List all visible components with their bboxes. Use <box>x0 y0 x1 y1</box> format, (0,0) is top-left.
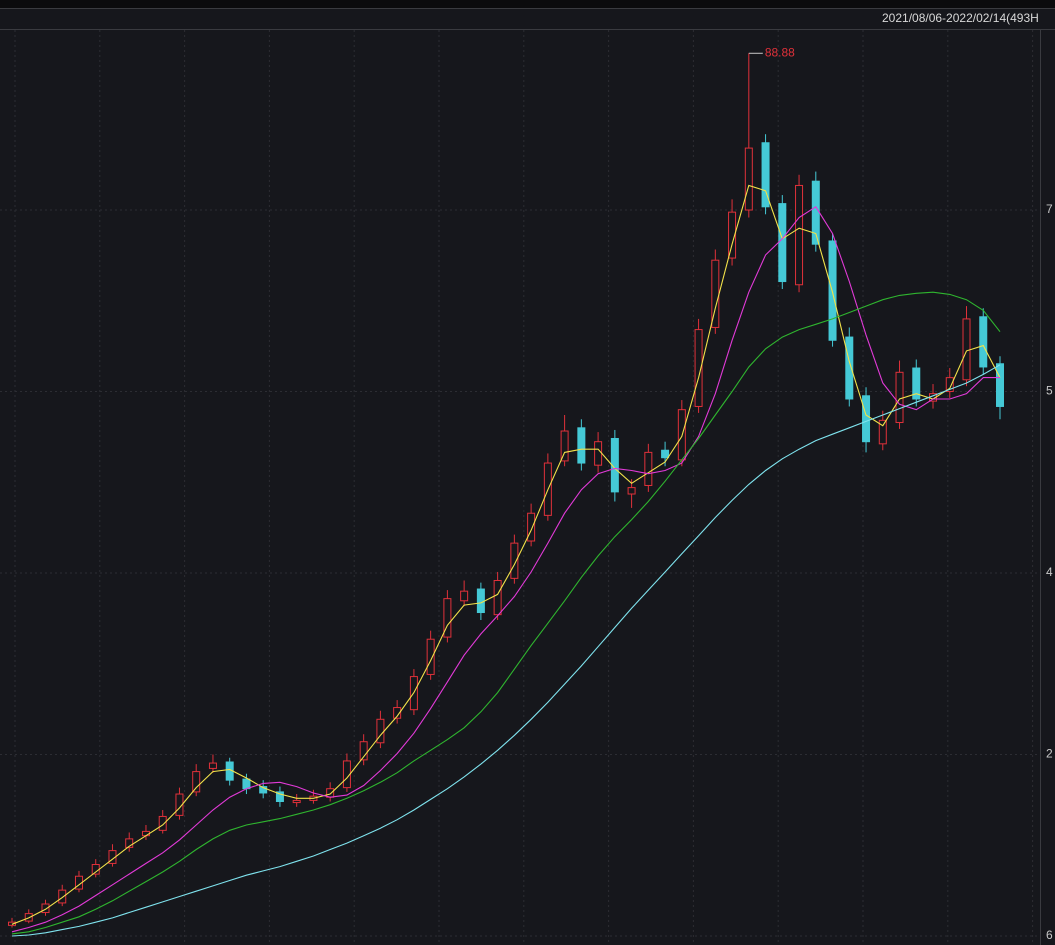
candle-body <box>41 903 50 914</box>
candle-body <box>945 377 954 393</box>
candle-body <box>878 419 887 445</box>
candle-body <box>192 771 201 793</box>
candle-body <box>661 449 670 459</box>
candle-body <box>359 741 368 761</box>
y-tick-label: 7 <box>1046 202 1053 216</box>
candle-body <box>962 318 971 381</box>
candle-body <box>275 791 284 803</box>
candle-body <box>795 184 804 286</box>
candle-body <box>694 329 703 407</box>
candle-body <box>460 590 469 602</box>
candle-body <box>493 579 502 616</box>
candle-body <box>728 211 737 259</box>
candle-body <box>644 451 653 486</box>
candle-body <box>527 512 536 542</box>
candle-body <box>560 430 569 462</box>
candle-body <box>158 815 167 831</box>
candle-body <box>443 598 452 638</box>
candle-body <box>393 707 402 719</box>
candle-body <box>862 395 871 443</box>
y-tick-label: 6 <box>1046 928 1053 942</box>
chart-title: 2021/08/06-2022/02/14(493H <box>882 11 1039 25</box>
candle-body <box>744 147 753 211</box>
candle-body <box>912 367 921 400</box>
candle-body <box>895 371 904 423</box>
candle-body <box>845 336 854 400</box>
candle-body <box>761 142 770 208</box>
candle-body <box>510 542 519 579</box>
y-tick-label: 2 <box>1046 747 1053 761</box>
max-label: 88.88 <box>765 45 795 59</box>
y-tick-label: 4 <box>1046 565 1053 579</box>
candle-body <box>426 638 435 675</box>
candle-body <box>476 588 485 614</box>
candle-body <box>242 778 251 790</box>
candle-body <box>326 788 335 798</box>
ma-line <box>11 291 1001 935</box>
candle-body <box>979 316 988 368</box>
ma-line <box>11 206 1000 933</box>
candle-body <box>996 363 1004 407</box>
candle-body <box>594 441 603 466</box>
ma-line <box>11 364 1001 937</box>
candle-body <box>577 427 586 464</box>
candle-body <box>778 203 787 283</box>
candle-body <box>175 793 184 816</box>
candle-body <box>627 487 636 495</box>
candle-body <box>259 786 268 794</box>
top-strip <box>0 0 1055 8</box>
candle-body <box>208 762 217 769</box>
candle-body <box>125 838 134 848</box>
y-tick-label: 5 <box>1046 384 1053 398</box>
candle-body <box>292 799 301 804</box>
ma-line <box>11 184 1001 925</box>
candle-body <box>58 889 67 904</box>
